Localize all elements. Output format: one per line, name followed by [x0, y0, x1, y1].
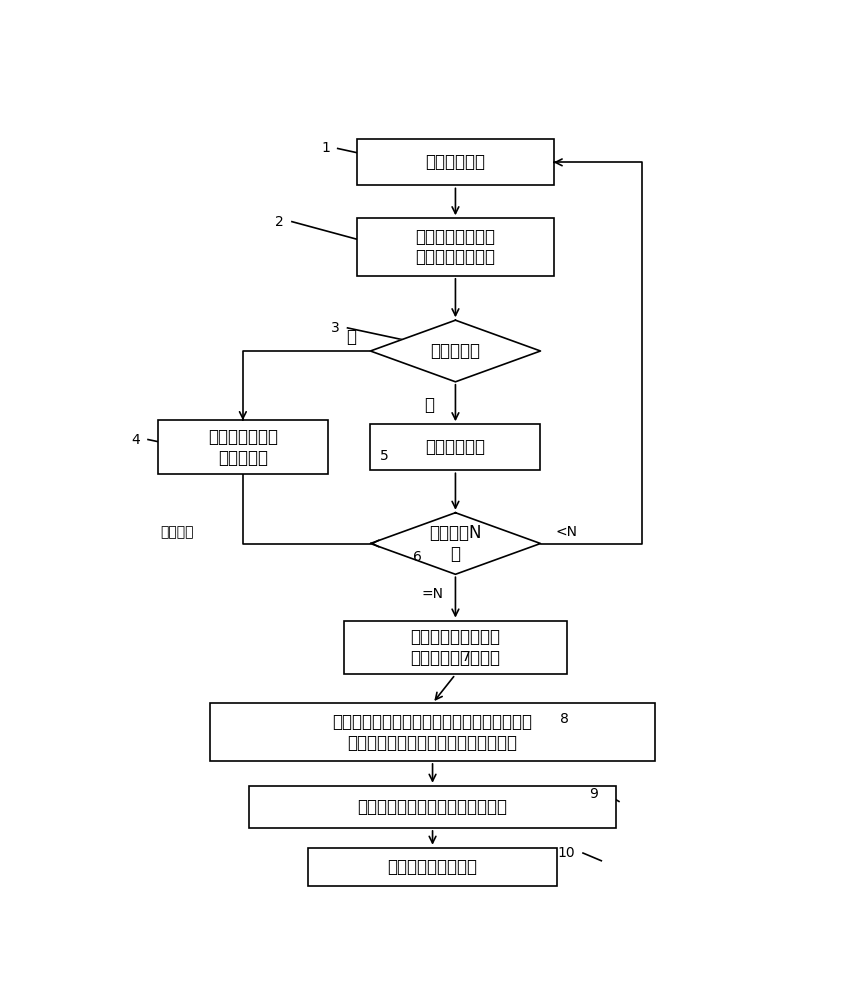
Bar: [250, 786, 616, 828]
Text: 实时监控和采集各
个运动部件的状态: 实时监控和采集各 个运动部件的状态: [415, 228, 495, 266]
Text: 6: 6: [413, 550, 421, 564]
Text: 同各个部件的性能参数比较，找出异常的，重
点监测查找问题（硬件、软件和结构）: 同各个部件的性能参数比较，找出异常的，重 点监测查找问题（硬件、软件和结构）: [333, 713, 533, 752]
Text: 1: 1: [321, 141, 330, 155]
Text: <N: <N: [555, 525, 577, 539]
Text: 7: 7: [462, 650, 470, 664]
Text: 根据采集和纪录故障
数据，画出直观图表: 根据采集和纪录故障 数据，画出直观图表: [410, 628, 500, 667]
Bar: [371, 424, 540, 470]
Text: 晶片传输开始: 晶片传输开始: [425, 153, 485, 171]
Text: 3: 3: [331, 321, 339, 335]
Text: 5: 5: [380, 449, 389, 463]
Bar: [357, 218, 554, 276]
Text: 修复故障: 修复故障: [160, 525, 194, 539]
Text: =N: =N: [421, 587, 444, 601]
Text: 9: 9: [589, 787, 598, 801]
Text: 无: 无: [425, 396, 435, 414]
Text: 根据不同问题找出相应的解决办法: 根据不同问题找出相应的解决办法: [358, 798, 507, 816]
Bar: [308, 848, 557, 886]
Text: 是否有故障: 是否有故障: [430, 342, 480, 360]
Bar: [158, 420, 327, 474]
Text: 10: 10: [558, 846, 575, 860]
Polygon shape: [371, 513, 540, 574]
Text: 晶片传输完成: 晶片传输完成: [425, 438, 485, 456]
Text: 8: 8: [560, 712, 569, 726]
Bar: [210, 703, 655, 761]
Text: 循环传输N
次: 循环传输N 次: [430, 524, 482, 563]
Polygon shape: [371, 320, 540, 382]
Text: 本次疲劳度测试结束: 本次疲劳度测试结束: [387, 858, 478, 876]
Text: 有: 有: [346, 328, 356, 346]
Text: 2: 2: [275, 215, 284, 229]
Text: 纪录故障部件、
类型和次数: 纪录故障部件、 类型和次数: [208, 428, 278, 467]
Bar: [344, 620, 566, 674]
Text: 4: 4: [132, 433, 140, 447]
Bar: [357, 139, 554, 185]
